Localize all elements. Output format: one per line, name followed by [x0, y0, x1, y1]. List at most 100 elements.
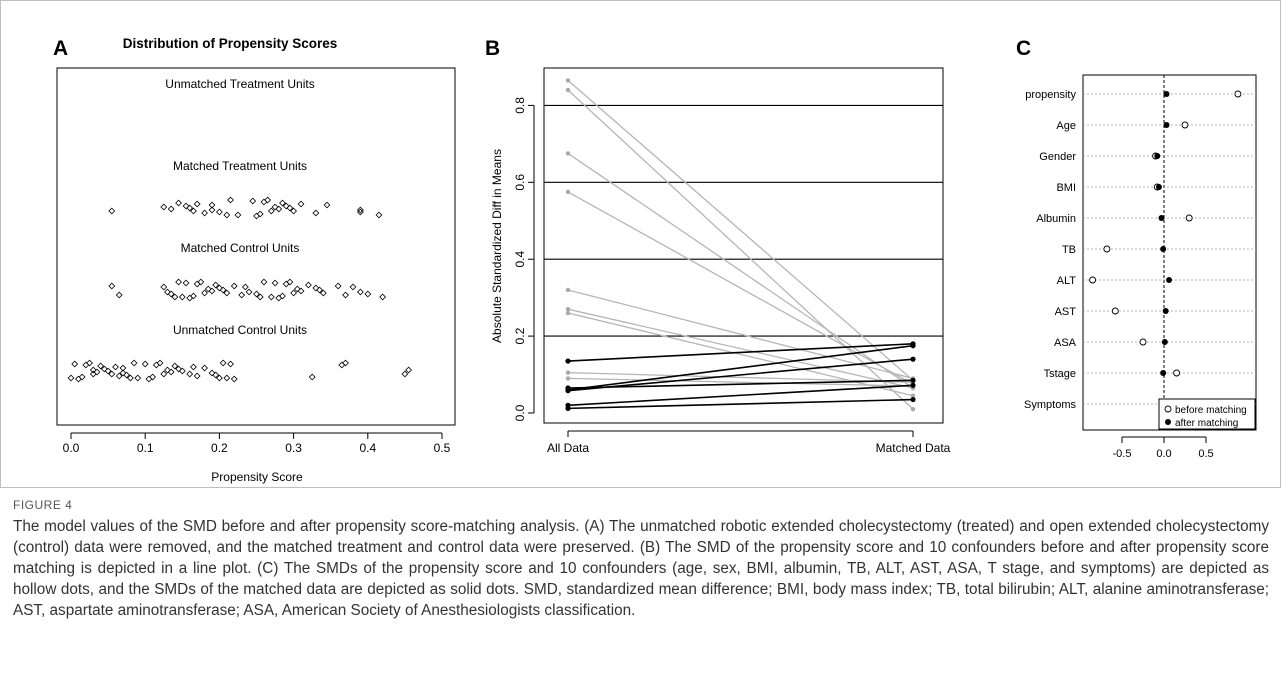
- propensity-point: [182, 279, 190, 287]
- propensity-point: [290, 289, 297, 297]
- propensity-point: [219, 286, 227, 294]
- propensity-point: [305, 281, 312, 289]
- smd-point-all-data: [565, 310, 571, 316]
- propensity-point: [108, 282, 116, 290]
- panel-b-x-tick-label: Matched Data: [876, 441, 951, 455]
- propensity-point: [223, 211, 231, 219]
- panel-c-plot-box: [1082, 74, 1257, 431]
- smd-point-matched-data: [910, 343, 916, 349]
- propensity-point: [282, 280, 290, 288]
- propensity-point: [167, 368, 175, 376]
- smd-after-point: [1160, 370, 1167, 376]
- panel-b-plot-box: [543, 67, 944, 424]
- panel-c-variable-label: ASA: [1054, 337, 1077, 349]
- smd-point-matched-data: [910, 382, 916, 388]
- smd-point-all-data: [565, 306, 571, 312]
- smd-line: [567, 79, 914, 381]
- group-label-unmatched-control: Unmatched Control Units: [173, 323, 307, 337]
- panel-c-variable-label: Age: [1056, 120, 1076, 132]
- panel-b-y-tick-label: 0.2: [513, 327, 527, 344]
- smd-point-all-data: [565, 78, 571, 83]
- panel-c: C propensity Age Gender BMI Albumin TB ALT AST A…: [1016, 37, 1257, 460]
- propensity-point: [227, 196, 234, 204]
- propensity-point: [126, 374, 134, 382]
- propensity-point: [197, 278, 205, 286]
- propensity-point: [156, 359, 164, 367]
- panel-c-x-tick-label: 0.0: [1156, 448, 1171, 460]
- propensity-point: [364, 290, 372, 298]
- propensity-point: [193, 280, 201, 288]
- propensity-point: [201, 209, 208, 217]
- propensity-point: [342, 359, 349, 367]
- propensity-point: [89, 366, 97, 374]
- smd-line: [567, 342, 914, 362]
- propensity-point: [190, 363, 197, 371]
- propensity-point: [308, 373, 316, 381]
- smd-after-point: [1161, 339, 1168, 345]
- panel-b-y-tick-label: 0.4: [513, 251, 527, 268]
- propensity-point: [108, 370, 116, 378]
- legend-before-matching: before matching: [1175, 405, 1247, 416]
- propensity-point: [286, 278, 294, 286]
- smd-point-all-data: [565, 87, 571, 93]
- propensity-point: [379, 293, 387, 301]
- propensity-point: [405, 366, 413, 374]
- smd-point-all-data: [565, 358, 571, 364]
- propensity-point: [334, 282, 342, 290]
- smd-point-all-data: [565, 287, 571, 293]
- group-label-matched-treatment: Matched Treatment Units: [173, 159, 307, 173]
- propensity-point: [216, 208, 223, 216]
- smd-after-point: [1162, 308, 1169, 314]
- propensity-point: [164, 288, 171, 296]
- smd-line: [567, 358, 914, 392]
- caption-text: The model values of the SMD before and a…: [13, 518, 1269, 619]
- panel-c-variable-label: Albumin: [1036, 213, 1076, 225]
- smd-before-point: [1185, 214, 1193, 222]
- smd-line: [567, 398, 914, 410]
- smd-point-all-data: [565, 385, 571, 391]
- propensity-point: [182, 202, 190, 210]
- propensity-point: [260, 278, 268, 286]
- panel-a-x-tick-label: 0.4: [359, 441, 376, 455]
- propensity-point: [253, 290, 260, 298]
- smd-point-matched-data: [910, 396, 916, 403]
- smd-after-point: [1163, 91, 1170, 97]
- panel-c-variable-label: Gender: [1039, 151, 1076, 163]
- propensity-point: [152, 361, 160, 369]
- propensity-point: [297, 287, 305, 295]
- legend-solid-dot-icon: [1165, 419, 1171, 425]
- propensity-point: [290, 207, 297, 215]
- smd-line: [567, 152, 914, 389]
- figure-number: FIGURE 4: [13, 498, 73, 512]
- propensity-point: [264, 196, 272, 204]
- propensity-point: [171, 362, 179, 370]
- panel-a-x-tick-label: 0.5: [434, 441, 451, 455]
- propensity-point: [115, 291, 123, 299]
- propensity-point: [175, 278, 182, 286]
- smd-after-point: [1166, 277, 1173, 283]
- propensity-point: [112, 363, 119, 371]
- propensity-point: [312, 209, 320, 217]
- propensity-point: [375, 211, 383, 219]
- propensity-point: [342, 291, 349, 299]
- propensity-point: [212, 281, 220, 289]
- propensity-point: [141, 360, 149, 368]
- propensity-point: [316, 286, 323, 294]
- propensity-point: [275, 294, 283, 302]
- propensity-point: [108, 207, 116, 215]
- propensity-point: [260, 198, 268, 206]
- propensity-point: [349, 283, 357, 291]
- smd-before-point: [1111, 307, 1119, 315]
- propensity-point: [219, 359, 227, 367]
- propensity-point: [75, 375, 82, 383]
- propensity-point: [67, 374, 75, 382]
- propensity-point: [230, 375, 238, 383]
- propensity-point: [208, 201, 216, 209]
- propensity-point: [86, 359, 93, 367]
- panel-b-y-tick-label: 0.8: [513, 97, 527, 114]
- propensity-point: [208, 369, 216, 377]
- propensity-point: [271, 279, 279, 287]
- group-label-unmatched-treatment: Unmatched Treatment Units: [165, 77, 314, 91]
- propensity-point: [279, 292, 286, 300]
- propensity-point: [186, 370, 194, 378]
